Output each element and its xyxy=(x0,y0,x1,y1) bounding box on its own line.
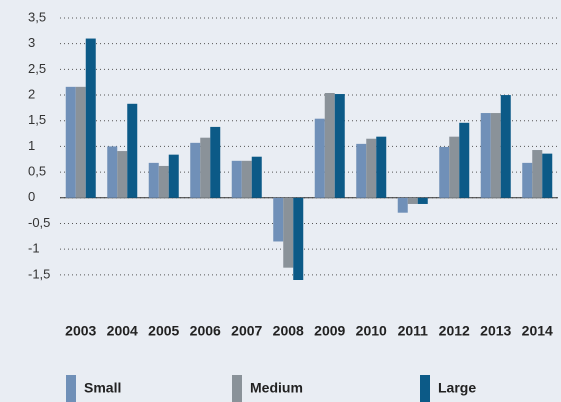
legend-swatch xyxy=(420,375,430,402)
bar xyxy=(542,153,553,198)
x-tick-label: 2011 xyxy=(398,323,429,339)
x-tick-label: 2007 xyxy=(231,323,262,339)
bar xyxy=(334,94,345,198)
legend-label: Small xyxy=(84,380,121,396)
y-tick-label: 0,5 xyxy=(28,164,46,179)
bar xyxy=(324,93,335,198)
y-tick-label: 1,5 xyxy=(28,112,46,127)
y-tick-label: -1,5 xyxy=(28,266,50,281)
y-tick-label: 2 xyxy=(28,86,35,101)
y-tick-label: -0,5 xyxy=(28,215,50,230)
x-tick-label: 2008 xyxy=(273,323,304,339)
y-tick-label: 0 xyxy=(28,189,35,204)
bar xyxy=(148,162,159,198)
bar xyxy=(293,197,304,280)
bar xyxy=(500,95,511,198)
bar xyxy=(449,136,460,198)
y-tick-label: 3 xyxy=(28,35,35,50)
bar xyxy=(417,197,428,204)
bar xyxy=(241,160,252,198)
x-tick-label: 2004 xyxy=(107,323,138,339)
bar xyxy=(168,154,179,198)
bar xyxy=(210,126,221,198)
x-tick-label: 2013 xyxy=(480,323,511,339)
bar xyxy=(107,146,118,198)
bar xyxy=(127,103,138,198)
y-tick-label: 3,5 xyxy=(28,9,46,24)
bar xyxy=(85,38,96,198)
bar xyxy=(397,197,408,213)
x-tick-label: 2014 xyxy=(522,323,553,339)
bar xyxy=(75,86,86,198)
bar xyxy=(522,162,533,198)
bar xyxy=(459,122,470,198)
bar xyxy=(490,113,501,198)
legend-label: Large xyxy=(438,380,476,396)
x-tick-label: 2010 xyxy=(356,323,387,339)
bar xyxy=(200,137,211,198)
bar xyxy=(439,146,450,198)
bar xyxy=(532,150,543,198)
bar xyxy=(117,151,128,198)
bar xyxy=(407,197,418,204)
bar xyxy=(314,118,325,198)
bar xyxy=(376,136,387,198)
bar xyxy=(356,143,367,198)
bar xyxy=(65,86,76,198)
x-tick-label: 2012 xyxy=(439,323,470,339)
legend-label: Medium xyxy=(250,380,303,396)
bar xyxy=(273,197,284,242)
x-tick-label: 2005 xyxy=(148,323,179,339)
x-tick-label: 2003 xyxy=(65,323,96,339)
bar xyxy=(366,138,377,198)
y-tick-label: 2,5 xyxy=(28,61,46,76)
bar xyxy=(283,197,294,268)
legend-swatch xyxy=(232,375,242,402)
x-tick-label: 2009 xyxy=(314,323,345,339)
bar xyxy=(190,142,201,198)
y-tick-label: -1 xyxy=(28,241,40,256)
bar xyxy=(158,165,169,198)
x-tick-label: 2006 xyxy=(190,323,221,339)
bar xyxy=(251,156,262,198)
legend-swatch xyxy=(66,375,76,402)
bar xyxy=(231,160,242,198)
y-tick-label: 1 xyxy=(28,138,35,153)
bar xyxy=(480,113,491,198)
